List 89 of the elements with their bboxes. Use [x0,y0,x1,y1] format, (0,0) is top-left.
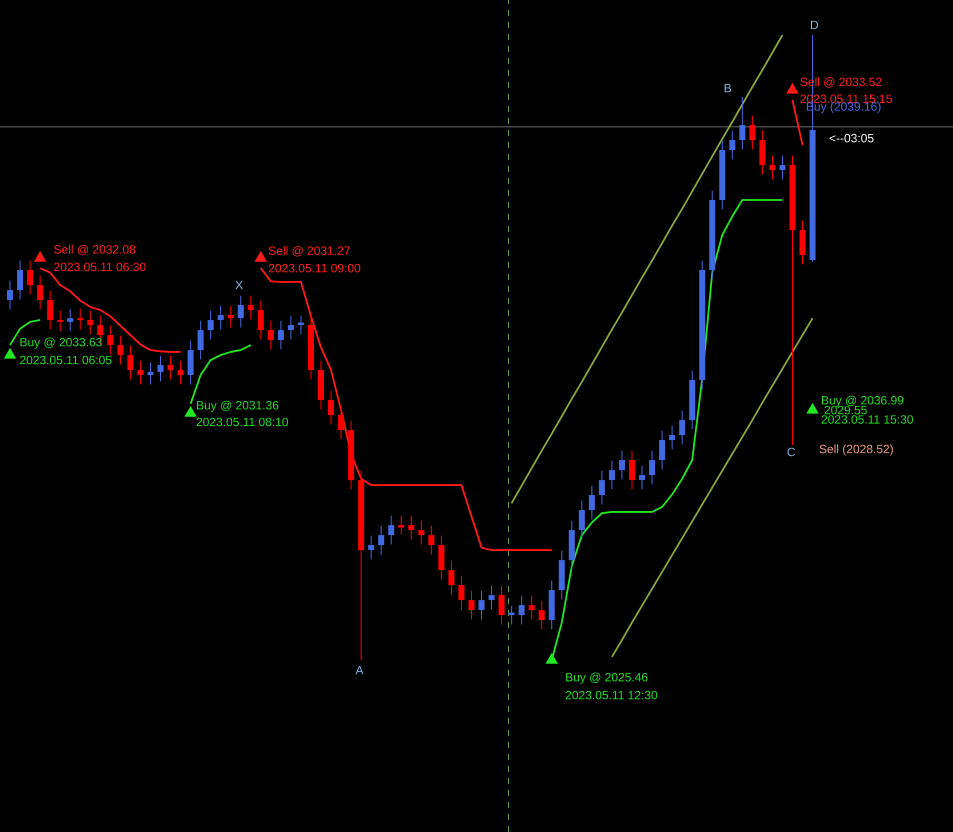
candlestick [458,575,464,610]
candlestick [729,130,736,160]
annotation: Sell @ 2031.27 [268,246,350,256]
candlestick [178,360,184,385]
annotation: 2023.05.11 09:00 [268,264,360,272]
candlestick [618,450,625,480]
candlestick [659,430,666,470]
candlestick [17,260,24,300]
candlestick [127,345,134,380]
text: Buy @ 2025.46 [566,672,648,684]
candlestick [107,325,114,355]
text: A [356,666,364,674]
annotation: 2023.05.11 06:05 [20,356,112,364]
candlestick [518,595,525,625]
candlestick [288,315,294,340]
candlestick [418,520,424,545]
annotation: C [787,448,796,456]
candlestick [57,310,64,332]
candlestick [208,310,214,340]
candlestick [498,585,505,625]
point [806,403,818,414]
candlestick [739,96,746,150]
candlestick [77,308,84,330]
candlestick [769,155,776,180]
candlestick [27,260,34,295]
candlestick [388,515,394,545]
candlestick [378,525,384,555]
candlestick [278,320,284,350]
candlestick [47,290,54,330]
candlestick [408,515,414,540]
candlestick [7,280,14,310]
candlestick [218,305,224,330]
annotation: B [724,84,732,92]
candlestick [639,465,646,490]
candlestick [168,355,174,380]
candlestick [368,535,374,560]
candlestick [298,315,304,335]
point [786,83,798,94]
candlestick [398,515,404,535]
candlestick [488,585,495,610]
candlestick [448,560,454,595]
candlestick [528,595,535,620]
candlestick [198,320,204,360]
candlestick [268,320,274,350]
candlestick [238,295,244,328]
candlestick [538,600,545,630]
candlestick [669,425,676,450]
candlestick [158,355,164,382]
candlestick [137,360,144,385]
candlestick [67,308,74,332]
annotation: X [235,280,243,290]
candlestick [749,115,756,150]
candlestick [608,460,615,490]
candlestick [779,155,786,180]
point [254,251,267,262]
text: D [810,20,818,30]
candlestick [147,362,154,385]
point [4,348,16,359]
text: Buy @ 2036.99 [822,396,904,407]
text: 2029.55 [824,406,867,414]
candlestick [248,295,254,320]
candlestick [258,300,264,340]
candlestick [468,590,474,620]
annotation: Buy @ 2031.36 [196,400,278,412]
candlestick [87,310,94,335]
point [34,251,46,262]
candlestick [328,390,334,425]
candlestick [338,405,344,440]
candlestick [679,410,686,445]
candlestick [649,450,656,485]
candlestick [598,470,605,505]
candlestick [588,485,595,520]
point [184,406,197,417]
text: 2023.05.11 15:30 [822,415,914,424]
annotation: 2023.05.11 06:30 [54,262,146,272]
text: <--03:05 [830,134,874,142]
text: 2023.05.11 12:30 [566,690,658,700]
candlestick [508,605,515,625]
point [546,653,558,664]
candlestick [37,275,44,310]
candlestick [628,450,635,490]
candlestick [117,335,124,365]
candlestick [228,305,234,328]
candlestick [478,590,485,620]
text: Sell (2028.52) [820,444,893,456]
annotation: Sell @ 2032.08 [54,244,136,256]
candlestick [428,525,434,555]
annotation: 2023.05.11 08:10 [196,418,288,426]
candlestick [578,500,585,540]
